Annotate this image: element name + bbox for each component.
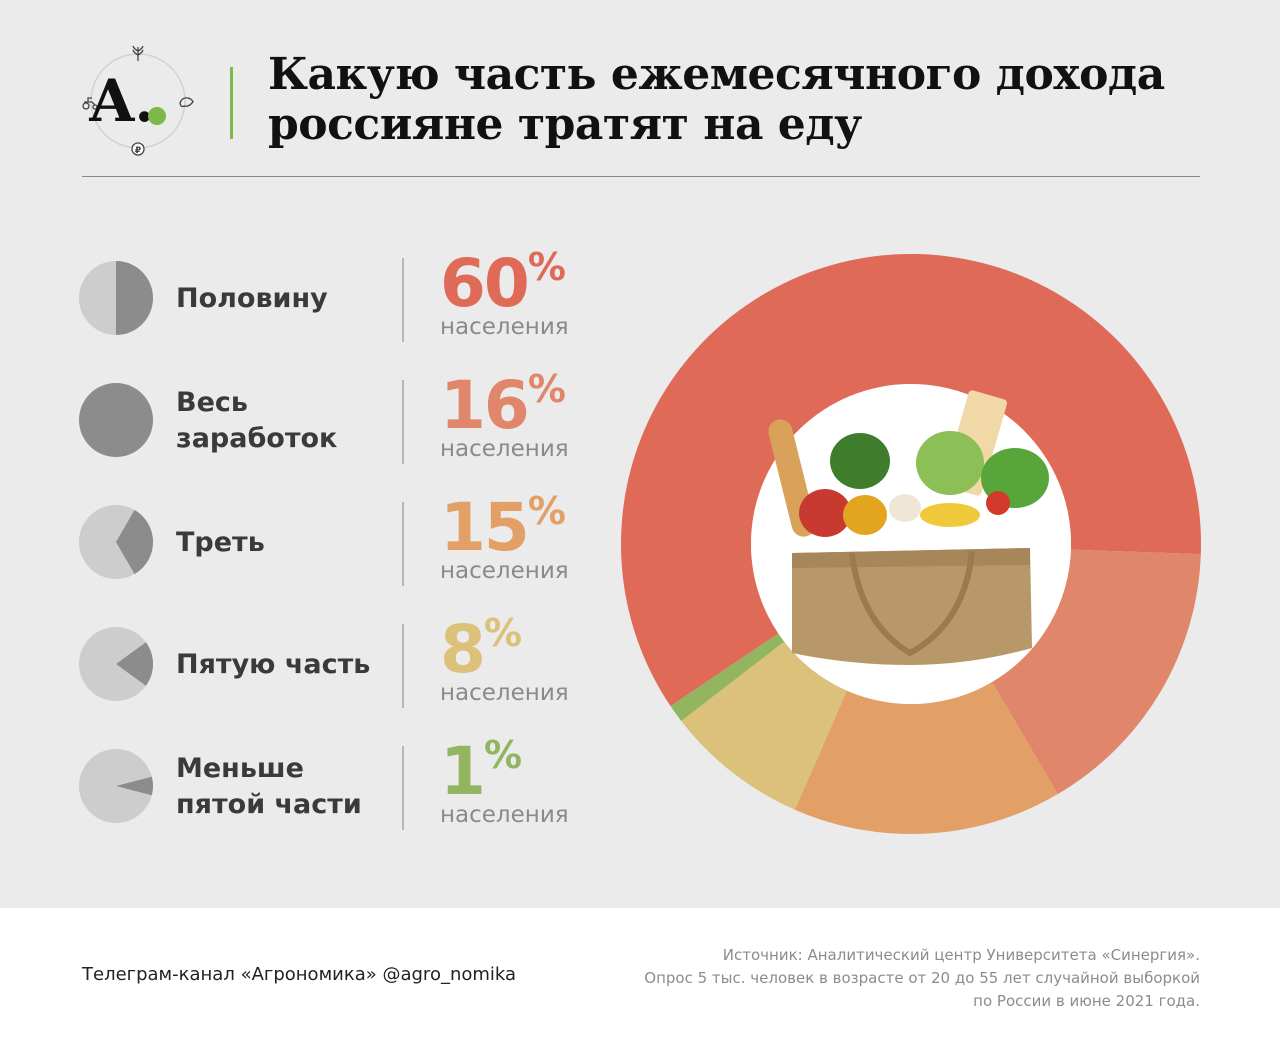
row-percent: 60% <box>440 245 566 328</box>
row-unit: населения <box>440 314 569 340</box>
legend-row: Меньше пятой части 1% населения <box>78 733 598 834</box>
mini-pie-wedge <box>79 383 153 457</box>
percent-value: 15 <box>440 489 530 566</box>
mini-pie-wedge <box>116 642 153 686</box>
donut-slice-3 <box>794 682 1058 834</box>
row-unit: населения <box>440 680 569 706</box>
agronomika-logo: ₽ A. <box>82 45 194 156</box>
percent-value: 60 <box>440 245 530 322</box>
percent-sign: % <box>527 489 566 533</box>
mini-pie-icon <box>79 749 153 823</box>
row-label: Треть <box>176 527 265 558</box>
header: ₽ A. Какую часть ежемесячного дохода рос… <box>82 40 1200 178</box>
row-divider <box>402 258 404 342</box>
source-line: Опрос 5 тыс. человек в возрасте от 20 до… <box>644 969 1200 987</box>
donut-slice-4 <box>681 641 847 810</box>
mini-pie-icon <box>79 261 153 335</box>
legend-row: Пятую часть 8% населения <box>78 611 598 712</box>
mini-pie-wedge <box>116 776 153 796</box>
ruble-coin-icon: ₽ <box>131 142 145 156</box>
svg-text:₽: ₽ <box>135 146 141 156</box>
row-percent: 8% <box>440 611 522 694</box>
row-unit: населения <box>440 802 569 828</box>
logo-green-dot <box>148 107 166 125</box>
row-divider <box>402 624 404 708</box>
cow-icon <box>179 97 194 108</box>
mini-pie-wedge <box>116 261 153 335</box>
row-percent: 15% <box>440 489 566 572</box>
donut-chart <box>621 254 1201 834</box>
source-line: Источник: Аналитический центр Университе… <box>722 946 1200 964</box>
percent-value: 16 <box>440 367 530 444</box>
percent-sign: % <box>483 733 523 777</box>
donut-slice-5 <box>670 633 785 721</box>
telegram-channel-credit: Телеграм-канал «Агрономика» @agro_nomika <box>82 964 517 985</box>
legend-row: Треть 15% населения <box>78 489 598 590</box>
row-percent: 16% <box>440 367 566 450</box>
row-label: Половину <box>176 283 328 314</box>
donut-slices <box>621 254 1201 834</box>
tractor-icon <box>82 97 98 110</box>
legend-row: Половину 60% населения <box>78 245 598 346</box>
source-note: Источник: Аналитический центр Университе… <box>644 944 1200 1013</box>
logo-letter: A. <box>88 67 154 135</box>
footer: Телеграм-канал «Агрономика» @agro_nomika… <box>0 908 1280 1041</box>
title-line-2: россияне тратят на еду <box>268 99 862 150</box>
row-label: Весь заработок <box>176 387 338 454</box>
row-label: Пятую часть <box>176 649 371 680</box>
page-title: Какую часть ежемесячного дохода россияне… <box>268 50 1198 150</box>
mini-pie-icon <box>79 505 153 579</box>
row-label: Меньше пятой части <box>176 753 362 820</box>
mini-pie-icon <box>79 627 153 701</box>
row-divider <box>402 746 404 830</box>
percent-value: 8 <box>440 611 486 688</box>
row-divider <box>402 380 404 464</box>
source-line: по России в июне 2021 года. <box>973 992 1200 1010</box>
wheat-icon <box>132 45 144 61</box>
percent-sign: % <box>527 245 566 289</box>
mini-pie-icon <box>79 383 153 457</box>
header-divider <box>82 176 1200 177</box>
donut-slice-2 <box>991 549 1201 795</box>
mini-pie-wedge <box>116 509 153 575</box>
legend-row: Весь заработок 16% населения <box>78 367 598 468</box>
row-percent: 1% <box>440 733 522 816</box>
row-unit: населения <box>440 436 569 462</box>
percent-value: 1 <box>440 733 486 810</box>
donut-slice-1 <box>621 254 1201 707</box>
percent-sign: % <box>483 611 523 655</box>
title-accent-bar <box>230 67 233 139</box>
percent-sign: % <box>527 367 566 411</box>
row-unit: населения <box>440 558 569 584</box>
grocery-bag-icon <box>751 384 1071 704</box>
title-line-1: Какую часть ежемесячного дохода <box>268 49 1165 100</box>
row-divider <box>402 502 404 586</box>
